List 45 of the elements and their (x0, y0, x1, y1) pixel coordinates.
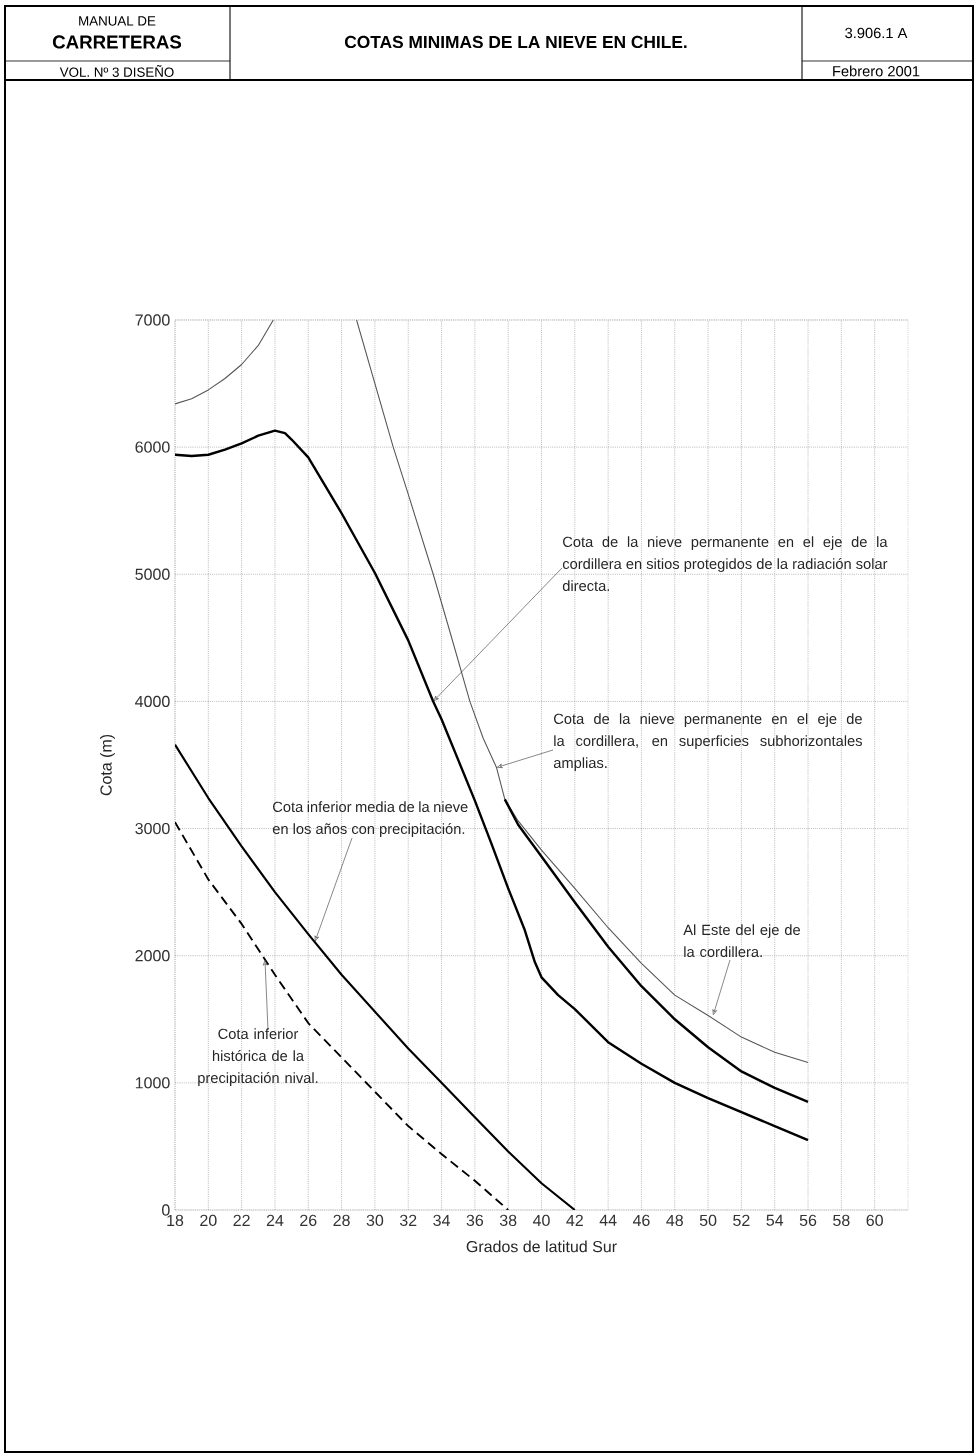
text: Febrero 2001 (833, 65, 920, 77)
x-tick-label: 18 (167, 1214, 184, 1227)
x-tick-label: 40 (532, 1214, 550, 1227)
x-tick-label: 30 (366, 1214, 384, 1227)
x-tick-label: 36 (466, 1214, 484, 1227)
annotation: Cota de la nieve permanente en el eje de la cordillera, en superficies subhorizontales amplias. (553, 713, 862, 771)
y-tick-label: 3000 (135, 822, 170, 835)
y-tick-label: 4000 (135, 695, 170, 708)
text: VOL. Nº 3 DISEÑO (59, 65, 174, 77)
x-tick-label: 28 (333, 1214, 350, 1227)
y-tick-label: 1000 (135, 1077, 170, 1089)
y-tick-label: 2000 (135, 950, 170, 962)
text: MANUAL DE (79, 16, 156, 26)
x-tick-label: 32 (399, 1214, 417, 1227)
x-tick-label: 46 (632, 1214, 650, 1227)
text: CARRETERAS (52, 35, 182, 49)
annotation: Cota inferior histórica de la precipitación nival. (198, 1028, 318, 1086)
line-series (503, 798, 810, 1104)
annotation: Al Este del eje de la cordillera. (683, 924, 800, 958)
y-tick-label: 7000 (135, 314, 170, 326)
x-tick-label: 22 (233, 1214, 250, 1226)
chart-title: COTAS MINIMAS DE LA NIEVE EN CHILE. (344, 35, 687, 49)
x-tick-label: 20 (200, 1214, 217, 1227)
x-tick-label: 38 (499, 1214, 517, 1227)
y-tick-label: 5000 (135, 568, 170, 580)
x-tick-label: 50 (699, 1214, 717, 1227)
y-tick-label: 6000 (135, 441, 170, 453)
y-axis-title: Cota (m) (99, 734, 115, 796)
x-tick-label: 42 (566, 1214, 583, 1226)
x-tick-label: 44 (599, 1214, 617, 1226)
x-tick-label: 26 (300, 1214, 317, 1227)
x-tick-label: 58 (833, 1214, 850, 1227)
x-tick-label: 54 (766, 1214, 784, 1226)
x-tick-label: 60 (866, 1214, 883, 1227)
x-tick-label: 52 (733, 1214, 750, 1227)
x-tick-label: 48 (666, 1214, 683, 1227)
x-tick-label: 56 (799, 1214, 817, 1227)
y-tick-label: 0 (162, 1204, 170, 1216)
x-tick-label: 24 (266, 1214, 284, 1226)
x-axis-title: Grados de latitud Sur (466, 1240, 617, 1253)
x-tick-label: 34 (433, 1214, 450, 1227)
text: 3.906.1 A (845, 27, 908, 39)
annotation: Cota de la nieve permanente en el eje de la cordillera en sitios protegidos de la radiación solar directa. (562, 536, 888, 592)
line-series (175, 821, 510, 1210)
annotation: Cota inferior media de la nieve en los años con precipitación. (272, 801, 468, 837)
